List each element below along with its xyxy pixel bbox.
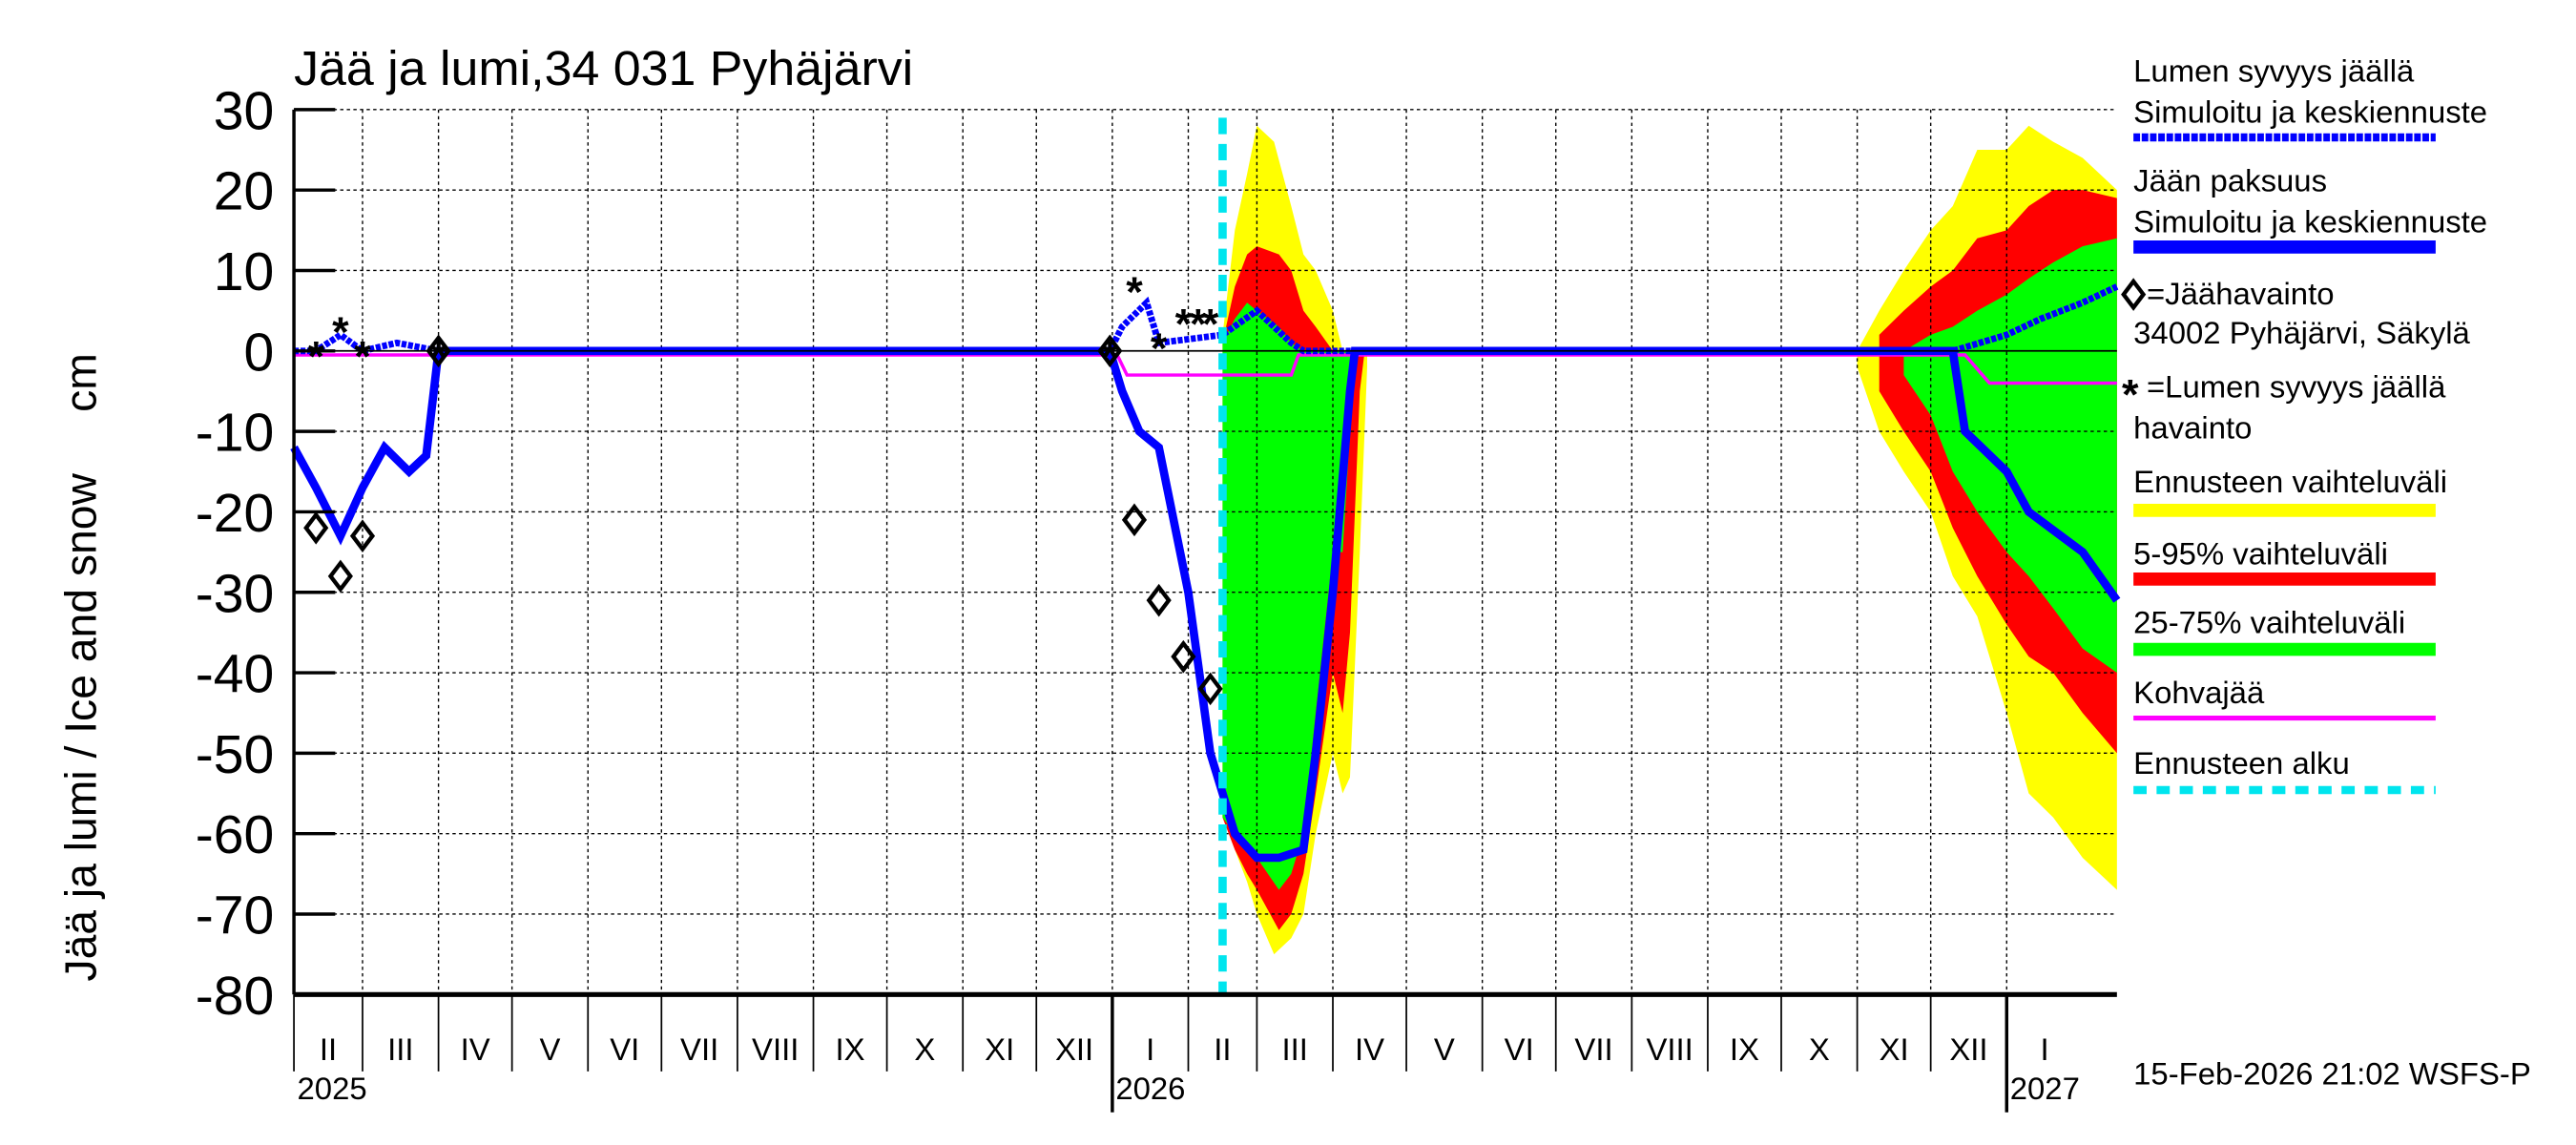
x-month-label: III [387,1031,413,1067]
y-tick-label: -10 [196,404,275,464]
x-month-label: IX [1730,1031,1759,1067]
y-tick-label: -40 [196,645,275,705]
x-month-label: VIII [1646,1031,1693,1067]
ice-observation-marker [327,559,353,593]
x-month-label: VIII [752,1031,799,1067]
x-month-label: XI [1880,1031,1909,1067]
snow-observation-marker: * [332,308,349,356]
x-month-label: V [1434,1031,1455,1067]
legend-snow-obs-sub: havainto [2133,410,2252,446]
legend-snow-title: Lumen syvyys jäällä [2133,53,2415,89]
x-month-label: IX [836,1031,865,1067]
legend-snow-obs: =Lumen syvyys jäällä [2147,369,2446,405]
legend-ice-obs-icon [2121,278,2147,311]
ice-observation-marker [1097,334,1123,368]
snow-observation-marker: * [354,333,371,381]
ice-observation-marker [426,334,451,368]
y-tick-label: -80 [196,967,275,1027]
legend-ice-sub: Simuloitu ja keskiennuste [2133,204,2487,239]
legend: Lumen syvyys jäällä Simuloitu ja keskien… [2121,53,2487,795]
legend-ice-title: Jään paksuus [2133,163,2327,198]
snow-observation-marker: * [307,333,324,381]
x-month-label: VII [1574,1031,1612,1067]
y-tick-label: 20 [214,162,275,222]
y-tick-label: -70 [196,886,275,947]
x-month-label: IV [1355,1031,1384,1067]
x-month-label: I [1146,1031,1154,1067]
snow-observation-marker: * [1126,268,1143,316]
y-tick-label: -30 [196,565,275,625]
ice-observation-marker [1146,583,1172,617]
y-tick-label: -60 [196,805,275,865]
x-year-label: 2027 [2010,1071,2080,1106]
y-tick-label: 0 [244,323,275,384]
x-month-label: VI [610,1031,639,1067]
ice-observation-marker [1197,672,1223,706]
x-month-label: II [1214,1031,1231,1067]
ice-observation-marker [349,519,376,552]
legend-forecast: Ennusteen alku [2133,745,2350,781]
snow-observation-marker: * [1190,301,1207,348]
x-year-label: 2026 [1115,1071,1185,1106]
x-year-label: 2025 [298,1071,367,1106]
snow-observation-marker: * [1102,333,1119,381]
x-month-label: II [320,1031,337,1067]
x-month-label: XII [1055,1031,1093,1067]
x-month-label: V [539,1031,560,1067]
x-month-label: XII [1949,1031,1987,1067]
y-tick-label: -20 [196,484,275,544]
timestamp: 15-Feb-2026 21:02 WSFS-P [2133,1056,2531,1092]
legend-snow-obs-icon: * [2122,371,2139,419]
x-month-label: VI [1505,1031,1534,1067]
x-month-label: III [1281,1031,1307,1067]
legend-ice-obs-station: 34002 Pyhäjärvi, Säkylä [2133,315,2471,350]
ice-observation-marker [303,510,329,545]
chart-title: Jää ja lumi,34 031 Pyhäjärvi [294,40,913,95]
ice-observation-marker [1171,639,1196,674]
legend-snow-sub: Simuloitu ja keskiennuste [2133,94,2487,130]
y-tick-label: 30 [214,82,275,142]
y-axis-label: Jää ja lumi / Ice and snow cm [55,353,105,981]
legend-yellow: Ennusteen vaihteluväli [2133,464,2447,499]
x-month-label: X [914,1031,935,1067]
snow-depth-line [294,283,2119,355]
y-tick-label: -50 [196,725,275,785]
x-month-label: IV [461,1031,490,1067]
ice-thickness-line [290,346,2121,863]
legend-green: 25-75% vaihteluväli [2133,605,2405,640]
snow-observation-marker: * [430,333,447,381]
ice-observation-marker [1121,503,1148,537]
x-month-label: I [2041,1031,2049,1067]
x-month-label: X [1809,1031,1830,1067]
snow-observation-marker: * [1202,301,1219,348]
legend-red: 5-95% vaihteluväli [2133,536,2388,572]
snow-observation-marker: * [1175,301,1193,348]
legend-kohva: Kohvajää [2133,675,2265,710]
snow-observation-marker: * [1151,324,1168,372]
band-green [1222,302,1356,890]
kohva-line [294,353,2117,385]
x-month-label: VII [680,1031,718,1067]
legend-ice-obs: =Jäähavainto [2147,276,2334,311]
x-month-label: XI [985,1031,1014,1067]
y-tick-label: 10 [214,242,275,302]
